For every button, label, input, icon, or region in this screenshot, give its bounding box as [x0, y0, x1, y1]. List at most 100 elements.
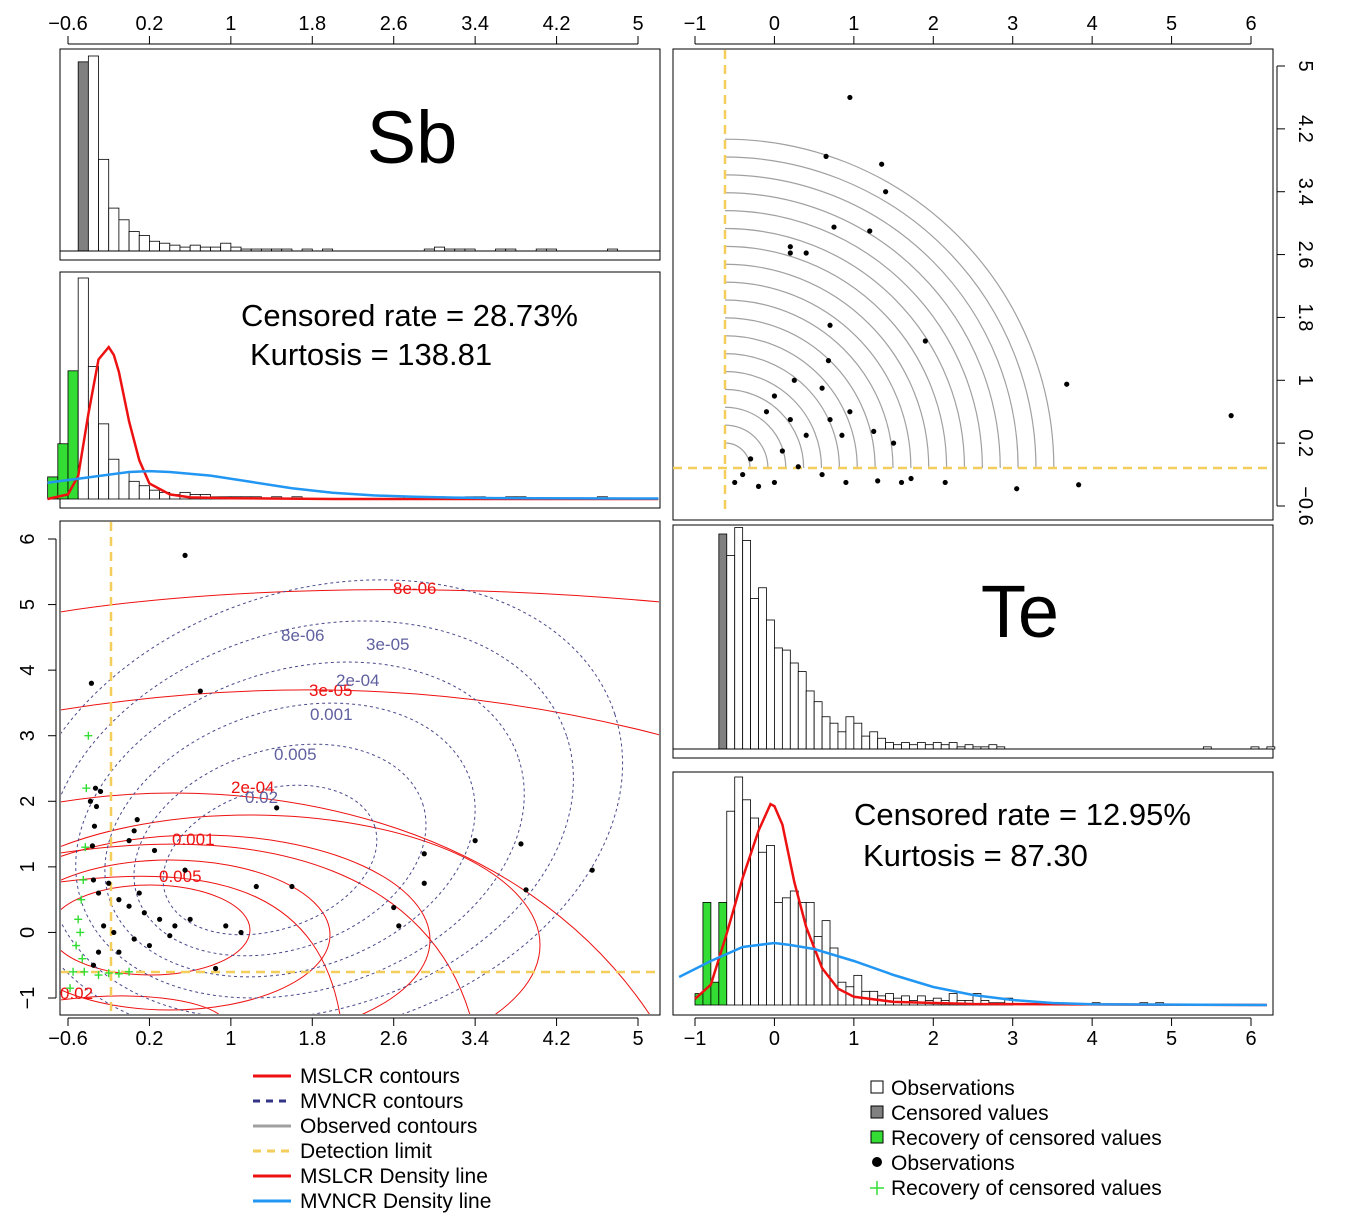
- histogram-bar: [885, 742, 894, 750]
- mvncr-ellipse-2e-04: [75, 661, 525, 999]
- observation-point: [875, 478, 881, 484]
- recovered-point: [82, 784, 91, 793]
- observation-point: [589, 867, 595, 873]
- mslcr-contour-2e-04: [61, 792, 650, 1014]
- observation-point: [472, 838, 478, 844]
- te-histogram-observed-panel: Te: [672, 524, 1276, 759]
- mvncr-label: 0.02: [245, 788, 278, 807]
- legend-item: MSLCR Density line: [253, 1165, 488, 1188]
- panel-frame: [672, 48, 1274, 521]
- histogram-bar: [149, 489, 161, 500]
- sb-observed-bars: [77, 55, 619, 252]
- mslcr-contour-3e-05: [61, 689, 659, 736]
- observation-point: [819, 471, 825, 478]
- observation-point: [126, 903, 132, 909]
- sb-bottom-axis-tick-label: 1.8: [298, 1028, 326, 1050]
- histogram-bar: [138, 234, 150, 252]
- histogram-bar: [169, 244, 181, 252]
- te-left-axis-tick-label: 4: [17, 665, 39, 676]
- histogram-bar: [774, 647, 783, 750]
- legend-swatch-observations-dot: [872, 1157, 882, 1167]
- te-left-axis-tick-label: 2: [17, 796, 39, 807]
- observation-point: [839, 432, 845, 438]
- observation-point: [883, 189, 889, 195]
- mslcr-contour-0.001: [61, 843, 471, 1014]
- histogram-bar: [726, 555, 736, 750]
- observation-point: [740, 471, 746, 478]
- observation-point: [795, 464, 801, 470]
- observation-point: [922, 338, 928, 344]
- legend-label: Recovery of censored values: [891, 1177, 1162, 1200]
- legend-label: MSLCR Density line: [300, 1165, 488, 1188]
- mslcr-ellipse-2: [61, 859, 331, 1011]
- histogram-bar: [189, 244, 201, 252]
- histogram-bar: [837, 981, 847, 1006]
- legend-left: MSLCR contours MVNCR contours Observed c…: [253, 1065, 491, 1213]
- observed-contour: [724, 370, 823, 469]
- sb-top-axis-tick-label: 1.8: [298, 13, 326, 35]
- sb-top-axis-tick-label: 2.6: [380, 13, 408, 35]
- histogram-bar: [821, 716, 831, 750]
- legend-label: MVNCR contours: [300, 1090, 463, 1113]
- te-left-axis-tick-label: −1: [17, 987, 39, 1010]
- mvncr-label: 0.005: [274, 745, 317, 764]
- panel-frame: [672, 771, 1274, 1016]
- mslcr-label: 0.02: [60, 984, 93, 1003]
- observation-point: [1064, 381, 1070, 387]
- histogram-bar: [813, 936, 823, 1006]
- mvncr-label: 0.001: [310, 705, 353, 724]
- histogram-bar: [829, 722, 839, 750]
- histogram-bar: [909, 744, 918, 750]
- legend-item: MSLCR contours: [253, 1065, 460, 1088]
- legend-label: Observations: [891, 1077, 1015, 1100]
- histogram-bar: [861, 735, 871, 750]
- histogram-bar: [87, 55, 99, 252]
- histogram-bar: [789, 890, 799, 1006]
- sb-right-axis-tick-label: 2.6: [1294, 241, 1316, 269]
- histogram-bar: [118, 219, 130, 252]
- mslcr-ellipse-1: [61, 884, 251, 976]
- legend-item: MVNCR Density line: [253, 1190, 491, 1213]
- mslcr-contour-0.02: [61, 995, 220, 1014]
- observation-point: [182, 552, 188, 558]
- histogram-bar: [108, 207, 120, 252]
- observation-point: [212, 965, 219, 972]
- observation-point: [223, 923, 229, 929]
- observation-point: [803, 432, 809, 438]
- histogram-bar: [940, 744, 950, 750]
- observation-point: [518, 841, 524, 847]
- observation-point: [253, 883, 259, 890]
- observation-point: [1014, 486, 1020, 492]
- histogram-bar: [893, 744, 902, 750]
- observation-point: [91, 823, 98, 829]
- sb-top-axis-tick-label: 1: [225, 13, 236, 35]
- mslcr-label: 3e-05: [309, 681, 352, 700]
- mslcr-label: 0.005: [159, 867, 202, 886]
- observation-point: [890, 440, 897, 446]
- histogram-bar: [853, 974, 863, 1006]
- observation-point: [95, 890, 102, 896]
- observation-point: [755, 483, 762, 489]
- histogram-bar: [128, 231, 140, 252]
- te-mvncr-density-line: [678, 941, 1267, 1007]
- legend-right: Observations Censored values Recovery of…: [870, 1077, 1162, 1200]
- observation-point: [274, 805, 280, 811]
- histogram-bar: [821, 920, 831, 1006]
- histogram-bar: [813, 701, 823, 750]
- observed-contour: [724, 317, 876, 469]
- histogram-bar: [57, 443, 69, 500]
- legend-label: Detection limit: [300, 1140, 432, 1163]
- observation-point: [172, 923, 178, 929]
- observed-contour: [724, 442, 751, 469]
- histogram-bar: [901, 742, 910, 750]
- legend-label: Observations: [891, 1152, 1015, 1175]
- observation-point: [101, 923, 107, 929]
- histogram-bar: [230, 246, 242, 252]
- histogram-bar: [853, 722, 863, 750]
- histogram-bar: [758, 851, 767, 1006]
- recovered-point: [76, 928, 85, 937]
- observed-contour: [724, 388, 805, 469]
- histogram-bar: [901, 995, 910, 1006]
- legend-swatch-observations-square: [870, 1080, 884, 1094]
- observation-point: [97, 788, 104, 795]
